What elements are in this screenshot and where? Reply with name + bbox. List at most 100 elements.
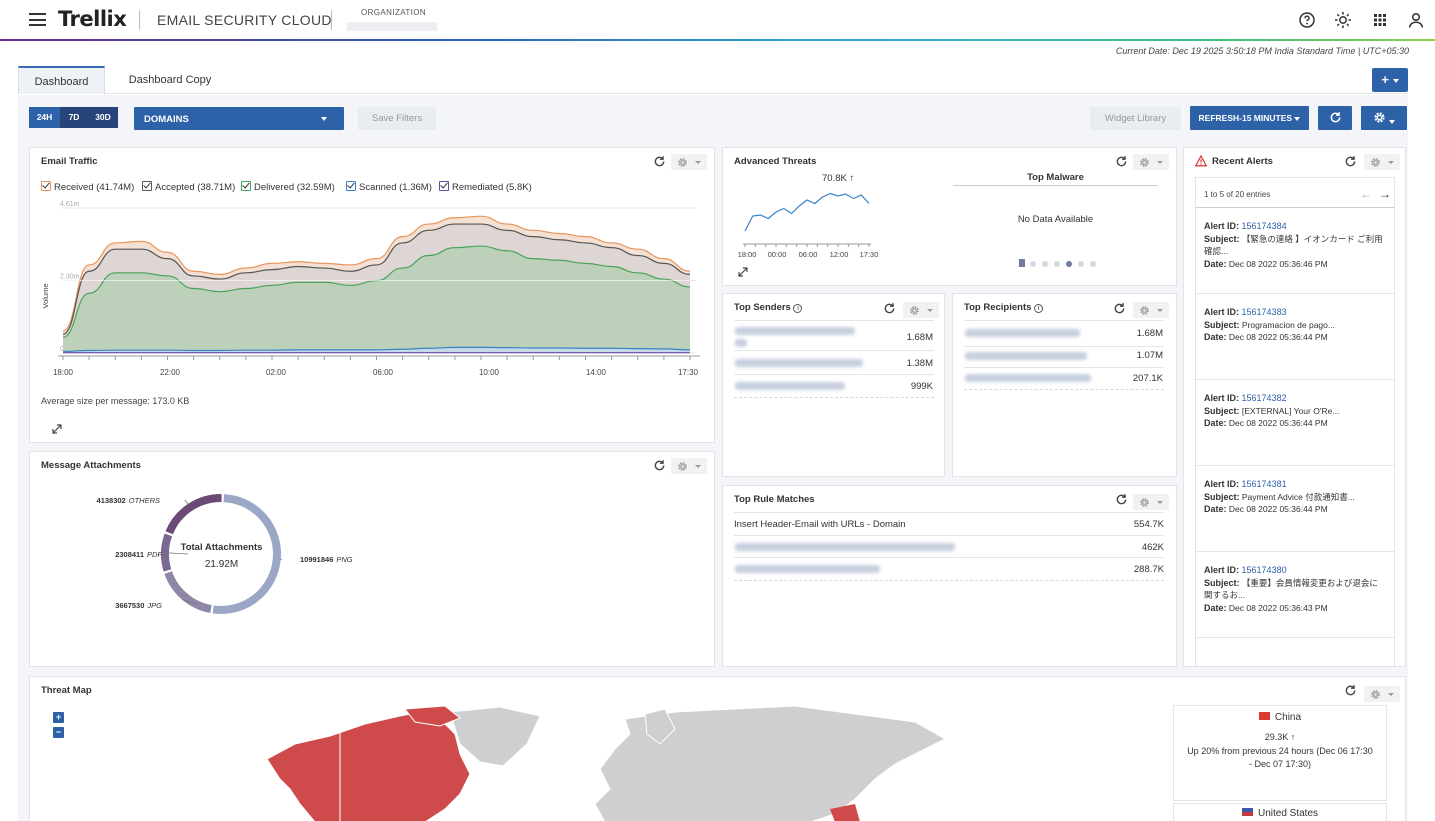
organization-label: ORGANIZATION xyxy=(361,8,427,17)
organization-selector[interactable] xyxy=(347,22,437,31)
line-accepted xyxy=(62,223,691,335)
info-icon[interactable]: i xyxy=(793,304,803,313)
divider xyxy=(331,10,332,30)
range-24h-button[interactable]: 24H xyxy=(29,107,60,128)
alert-item[interactable]: Alert ID: 156174384 Subject: 【緊急の連絡 】イオンカ… xyxy=(1196,208,1394,294)
checkbox-icon[interactable] xyxy=(439,181,449,191)
help-icon[interactable] xyxy=(1298,11,1316,29)
widget-settings-button[interactable] xyxy=(1133,302,1169,318)
alert-date: Dec 08 2022 05:36:43 PM xyxy=(1228,602,1328,613)
gear-icon xyxy=(1140,158,1149,167)
zoom-in-button[interactable]: + xyxy=(53,712,64,723)
tab-dashboard-copy[interactable]: Dashboard Copy xyxy=(128,74,212,86)
info-icon[interactable]: i xyxy=(1034,304,1044,313)
world-map xyxy=(266,705,947,821)
range-7d-button[interactable]: 7D xyxy=(60,107,88,128)
checkbox-icon[interactable] xyxy=(41,181,51,191)
advanced-threats-widget: Advanced Threats 70.8K ↑ 18:00 00:00 06:00… xyxy=(722,147,1177,286)
widget-title: Recent Alerts xyxy=(1212,156,1273,167)
legend-item[interactable]: Accepted (38.71M) xyxy=(142,181,235,193)
domains-dropdown[interactable]: DOMAINS xyxy=(134,107,344,130)
divider xyxy=(964,389,1164,390)
widget-settings-button[interactable] xyxy=(671,154,707,170)
widget-settings-button[interactable] xyxy=(671,458,707,474)
refresh-icon[interactable] xyxy=(653,459,666,472)
apps-grid-icon[interactable] xyxy=(1371,11,1389,29)
gear-icon xyxy=(910,306,919,315)
next-page-icon[interactable]: → xyxy=(1379,187,1391,201)
theme-toggle-icon[interactable] xyxy=(1334,11,1352,29)
menu-icon[interactable] xyxy=(29,13,46,26)
donut-slice-png[interactable] xyxy=(212,494,281,614)
alert-date: Dec 08 2022 05:36:44 PM xyxy=(1228,504,1328,514)
widget-settings-button[interactable] xyxy=(1133,154,1169,170)
alert-item[interactable]: Alert ID: 156174383 Subject: Programacion… xyxy=(1196,294,1394,380)
gear-icon xyxy=(1371,690,1380,699)
alert-id-link[interactable]: 156174380 xyxy=(1241,565,1287,575)
alert-item[interactable]: Alert ID: 156174381 Subject: Payment Advi… xyxy=(1196,466,1394,552)
previous-page-icon[interactable]: ← xyxy=(1360,187,1372,201)
line-scanned xyxy=(62,346,691,353)
x-tick-label: 17:30 xyxy=(860,250,879,259)
donut-slice-others[interactable] xyxy=(165,494,222,535)
alert-id-link[interactable]: 156174382 xyxy=(1241,393,1287,403)
gear-icon xyxy=(1371,158,1380,167)
refresh-icon[interactable] xyxy=(1115,493,1128,506)
divider xyxy=(734,557,1164,558)
refresh-interval-dropdown[interactable]: REFRESH-15 MINUTES xyxy=(1190,106,1309,130)
map-scandinavia xyxy=(644,708,676,745)
expand-icon[interactable] xyxy=(738,267,748,277)
no-data-message: No Data Available xyxy=(1017,214,1094,225)
carousel-dots[interactable] xyxy=(1019,259,1096,270)
refresh-icon[interactable] xyxy=(653,155,666,168)
expand-icon[interactable] xyxy=(52,424,62,434)
widget-settings-button[interactable] xyxy=(1133,494,1169,510)
widget-title: Top Senders i xyxy=(734,302,803,313)
alert-id-link[interactable]: 156174384 xyxy=(1241,221,1287,231)
slice-label: 4138302 OTHERS xyxy=(97,496,160,505)
refresh-now-button[interactable] xyxy=(1318,106,1352,130)
divider xyxy=(734,397,934,398)
divider xyxy=(734,350,934,351)
divider xyxy=(964,367,1164,368)
save-filters-button[interactable]: Save Filters xyxy=(358,107,436,130)
checkbox-icon[interactable] xyxy=(346,181,356,191)
tab-dashboard[interactable]: Dashboard xyxy=(18,66,105,94)
redacted-recipient xyxy=(965,374,1091,382)
legend-item[interactable]: Delivered (32.59M) xyxy=(241,181,335,193)
donut-center-label: Total Attachments 21.92M xyxy=(180,542,263,570)
refresh-icon[interactable] xyxy=(1115,155,1128,168)
widget-settings-button[interactable] xyxy=(903,302,939,318)
alert-item[interactable]: Alert ID: 156174380 Subject: 【重要】会員情報変更およ… xyxy=(1196,552,1394,638)
y-axis-label: Volume xyxy=(41,283,50,308)
product-name: EMAIL SECURITY CLOUD xyxy=(157,12,332,28)
refresh-icon[interactable] xyxy=(1113,302,1126,315)
widget-library-button[interactable]: Widget Library xyxy=(1090,107,1181,130)
add-dashboard-button[interactable]: + xyxy=(1372,68,1408,92)
checkbox-icon[interactable] xyxy=(241,181,251,191)
user-icon[interactable] xyxy=(1407,11,1425,29)
refresh-icon[interactable] xyxy=(883,302,896,315)
refresh-icon[interactable] xyxy=(1344,684,1357,697)
widget-title: Email Traffic xyxy=(41,156,98,167)
checkbox-icon[interactable] xyxy=(142,181,152,191)
donut-slice-jpg[interactable] xyxy=(164,571,212,614)
slice-label: 2308411 PDF xyxy=(115,550,162,559)
legend-item[interactable]: Received (41.74M) xyxy=(41,181,134,193)
rule-count: 554.7K xyxy=(1133,519,1164,530)
top-senders-widget: Top Senders i 1.68M 1.38M 999K xyxy=(722,293,945,477)
zoom-out-button[interactable]: − xyxy=(53,727,64,738)
range-30d-button[interactable]: 30D xyxy=(88,107,118,128)
legend-item[interactable]: Remediated (5.8K) xyxy=(439,181,532,193)
refresh-icon[interactable] xyxy=(1344,155,1357,168)
legend-item[interactable]: Scanned (1.36M) xyxy=(346,181,432,193)
alert-item[interactable]: Alert ID: 156174382 Subject: [EXTERNAL] Y… xyxy=(1196,380,1394,466)
refresh-icon xyxy=(1330,112,1340,123)
alert-id-link[interactable]: 156174383 xyxy=(1241,307,1287,317)
alert-subject: Programacion de pago... xyxy=(1241,319,1335,330)
dashboard-settings-button[interactable] xyxy=(1361,106,1407,130)
alert-id-link[interactable]: 156174381 xyxy=(1241,479,1287,489)
logo: Trellix xyxy=(58,7,127,31)
widget-settings-button[interactable] xyxy=(1364,686,1400,702)
widget-settings-button[interactable] xyxy=(1364,154,1400,170)
